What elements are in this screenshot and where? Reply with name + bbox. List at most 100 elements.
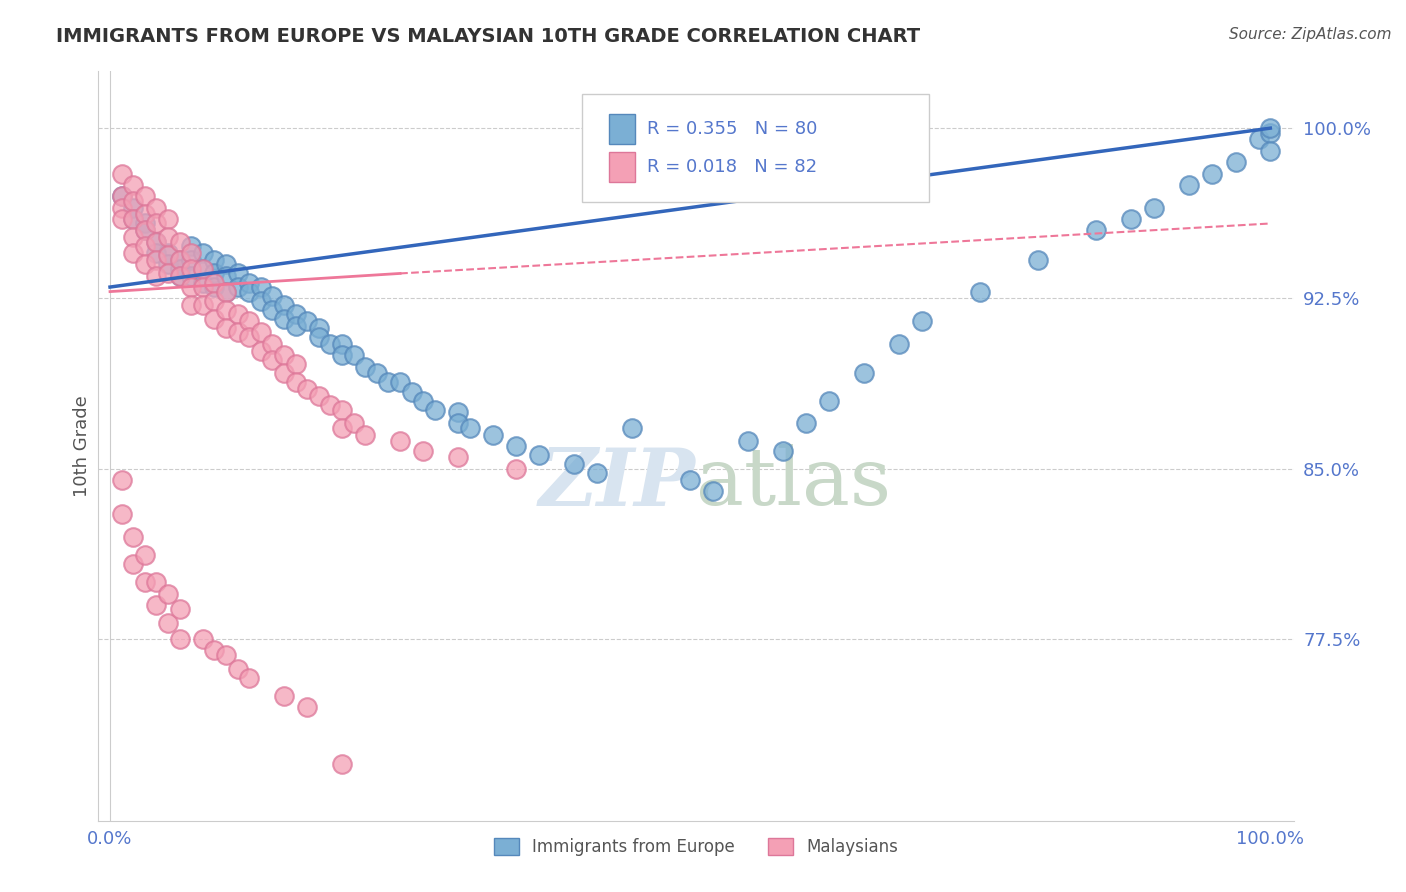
- Point: [122, 211, 145, 226]
- Point: [1178, 178, 1201, 192]
- Point: [145, 252, 167, 267]
- Text: Source: ZipAtlas.com: Source: ZipAtlas.com: [1229, 27, 1392, 42]
- Point: [412, 393, 434, 408]
- Point: [145, 235, 167, 249]
- Point: [1026, 252, 1049, 267]
- Point: [297, 382, 319, 396]
- Point: [284, 357, 307, 371]
- Point: [122, 230, 145, 244]
- Text: atlas: atlas: [696, 444, 891, 523]
- Y-axis label: 10th Grade: 10th Grade: [73, 395, 91, 497]
- Point: [273, 367, 295, 381]
- Point: [969, 285, 991, 299]
- Point: [226, 267, 249, 281]
- Point: [215, 285, 238, 299]
- Point: [145, 235, 167, 249]
- Point: [679, 473, 702, 487]
- Point: [818, 393, 841, 408]
- Point: [250, 326, 273, 340]
- Point: [111, 473, 134, 487]
- Point: [330, 421, 353, 435]
- FancyBboxPatch shape: [609, 114, 636, 144]
- Point: [122, 246, 145, 260]
- Point: [169, 632, 191, 646]
- Point: [145, 268, 167, 283]
- Point: [180, 239, 202, 253]
- Text: ZIP: ZIP: [538, 445, 696, 522]
- Point: [586, 467, 609, 481]
- Point: [145, 201, 167, 215]
- Point: [134, 223, 156, 237]
- Point: [204, 311, 226, 326]
- FancyBboxPatch shape: [582, 94, 929, 202]
- Point: [389, 434, 412, 449]
- Point: [157, 230, 180, 244]
- Point: [458, 421, 481, 435]
- Point: [343, 348, 366, 362]
- Point: [169, 235, 191, 249]
- Point: [122, 557, 145, 571]
- Point: [297, 700, 319, 714]
- Point: [204, 293, 226, 308]
- Point: [157, 248, 180, 262]
- Point: [238, 314, 260, 328]
- Point: [180, 280, 202, 294]
- Point: [191, 298, 214, 312]
- Point: [262, 336, 284, 351]
- Point: [157, 267, 180, 281]
- Point: [1143, 201, 1166, 215]
- Point: [887, 336, 910, 351]
- Point: [238, 330, 260, 344]
- Point: [354, 359, 377, 374]
- Point: [111, 507, 134, 521]
- Text: R = 0.355   N = 80: R = 0.355 N = 80: [647, 120, 817, 138]
- Point: [134, 207, 156, 221]
- Point: [169, 602, 191, 616]
- Point: [134, 575, 156, 590]
- Point: [215, 648, 238, 662]
- Point: [1119, 211, 1142, 226]
- Point: [562, 457, 585, 471]
- Point: [204, 252, 226, 267]
- Point: [204, 280, 226, 294]
- Point: [423, 402, 446, 417]
- Point: [330, 402, 353, 417]
- Point: [366, 367, 388, 381]
- Point: [505, 439, 527, 453]
- Point: [377, 376, 399, 390]
- Point: [911, 314, 934, 328]
- Point: [772, 443, 794, 458]
- Point: [330, 756, 353, 771]
- Point: [145, 598, 167, 612]
- Point: [134, 223, 156, 237]
- Point: [447, 417, 470, 431]
- Point: [191, 632, 214, 646]
- Point: [308, 389, 330, 403]
- Point: [1258, 144, 1281, 158]
- Point: [169, 261, 191, 276]
- Point: [262, 352, 284, 367]
- Point: [319, 336, 342, 351]
- Point: [1258, 126, 1281, 140]
- Point: [284, 318, 307, 333]
- Point: [284, 376, 307, 390]
- Point: [169, 252, 191, 267]
- Point: [215, 285, 238, 299]
- Point: [204, 643, 226, 657]
- Point: [157, 616, 180, 631]
- Point: [122, 211, 145, 226]
- Point: [191, 261, 214, 276]
- Point: [111, 189, 134, 203]
- Point: [794, 417, 817, 431]
- Point: [204, 267, 226, 281]
- Point: [226, 661, 249, 675]
- Point: [180, 252, 202, 267]
- Point: [343, 417, 366, 431]
- Point: [134, 548, 156, 562]
- Point: [180, 268, 202, 283]
- Point: [273, 311, 295, 326]
- Point: [308, 321, 330, 335]
- Point: [621, 421, 644, 435]
- Point: [447, 450, 470, 465]
- Point: [308, 330, 330, 344]
